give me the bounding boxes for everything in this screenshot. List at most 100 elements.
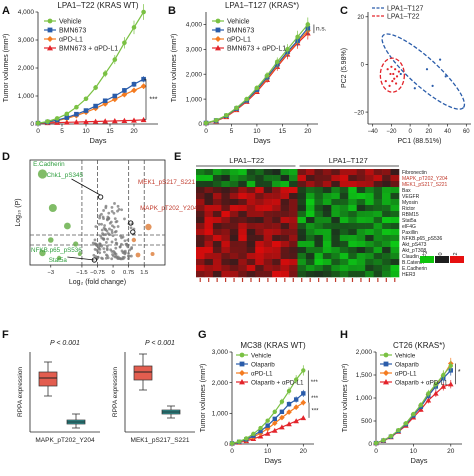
- heatmap-cell-e: [289, 229, 298, 236]
- labelled-point-d: [130, 229, 136, 235]
- heatmap-cell-e: [221, 259, 231, 266]
- data-point-a: [93, 103, 98, 109]
- y-axis-title-h: Tumor volumes (mm³): [342, 364, 349, 433]
- heatmap-row-label-e: MEK1_pS217_S221: [402, 182, 448, 188]
- data-point-g: [264, 430, 271, 436]
- heatmap-cell-e: [348, 271, 358, 278]
- heatmap-cell-e: [229, 175, 239, 182]
- color-scale-label-e: −2: [423, 251, 429, 257]
- x-tick-label-h: 20: [447, 448, 455, 455]
- heatmap-cell-e: [196, 247, 205, 254]
- data-point-d: [127, 254, 131, 258]
- heatmap-cell-e: [339, 175, 349, 182]
- data-point-d: [110, 250, 114, 253]
- heatmap-cell-e: [246, 247, 256, 254]
- data-point-g: [244, 436, 249, 441]
- heatmap-cell-e: [212, 247, 222, 254]
- x-tick-label-a: 0: [36, 128, 40, 135]
- legend-label-a: αPD-L1: [59, 36, 83, 43]
- data-point-g: [286, 421, 292, 427]
- heatmap-cell-e: [382, 253, 391, 260]
- heatmap-cell-e: [212, 175, 222, 182]
- data-point-g: [286, 409, 292, 415]
- heatmap-cell-e: [305, 199, 315, 206]
- heatmap-row-label-e: Bax: [402, 188, 411, 194]
- data-point-a: [35, 120, 41, 126]
- x-tick-label-g: 10: [264, 448, 272, 455]
- heatmap-cell-e: [263, 235, 273, 242]
- chart-title-b: LPA1–T127 (KRAS*): [225, 1, 299, 10]
- data-point-d: [94, 225, 98, 228]
- data-point-d: [105, 244, 109, 248]
- heatmap-cell-e: [221, 193, 231, 200]
- heatmap-cell-e: [331, 241, 341, 248]
- legend-marker-g: [239, 379, 245, 385]
- heatmap-cell-e: [238, 241, 248, 248]
- heatmap-cell-e: [280, 181, 290, 188]
- heatmap-cell-e: [212, 241, 222, 248]
- heatmap-cell-e: [221, 175, 231, 182]
- heatmap-cell-e: [322, 187, 332, 194]
- data-point-g: [265, 423, 270, 428]
- heatmap-cell-e: [382, 169, 391, 176]
- heatmap-cell-e: [221, 187, 231, 194]
- legend-marker-b: [215, 27, 221, 33]
- heatmap-cell-e: [331, 199, 341, 206]
- data-point-d: [99, 234, 103, 238]
- heatmap-cell-e: [339, 181, 349, 188]
- data-point-b: [305, 22, 311, 27]
- heatmap-cell-e: [322, 247, 332, 254]
- data-point-d: [127, 251, 130, 255]
- heatmap-cell-e: [238, 199, 248, 206]
- heatmap-row-label-e: E.Cadherin: [402, 266, 427, 272]
- x-tick-label-b: 20: [304, 128, 312, 135]
- y-axis-title-d: Log₁₀ (P): [15, 198, 22, 226]
- heatmap-cell-e: [322, 181, 332, 188]
- panel-letter-h: H: [340, 329, 348, 341]
- heatmap-cell-e: [221, 247, 231, 254]
- heatmap-cell-e: [339, 217, 349, 224]
- data-point-d: [100, 212, 103, 216]
- heatmap-row-label-e: NFKB.p65_pS536: [402, 236, 443, 242]
- data-point-a: [73, 119, 80, 125]
- data-point-h: [441, 372, 446, 378]
- heatmap-cell-e: [314, 265, 324, 272]
- heatmap-cell-e: [204, 241, 214, 248]
- heatmap-cell-e: [390, 265, 400, 272]
- heatmap-cell-e: [339, 187, 349, 194]
- significant-point-d: [47, 237, 54, 243]
- heatmap-cell-e: [331, 187, 341, 194]
- heatmap-cell-e: [272, 241, 281, 248]
- heatmap-cell-e: [365, 223, 374, 230]
- data-point-g: [293, 404, 299, 410]
- data-point-a: [141, 9, 146, 15]
- heatmap-cell-e: [365, 217, 374, 224]
- data-point-d: [100, 222, 103, 226]
- heatmap-cell-e: [255, 187, 264, 194]
- heatmap-cell-e: [373, 205, 383, 212]
- heatmap-cell-e: [331, 253, 341, 260]
- panel-letter-c: C: [340, 5, 348, 17]
- heatmap-cell-e: [339, 169, 349, 176]
- data-point-d: [103, 224, 106, 227]
- heatmap-cell-e: [382, 271, 391, 278]
- heatmap-cell-e: [255, 169, 264, 176]
- heatmap-cell-e: [212, 193, 222, 200]
- heatmap-cell-e: [305, 169, 315, 176]
- heatmap-cell-e: [238, 265, 248, 272]
- x-tick-label-d: −1.5: [76, 270, 87, 276]
- heatmap-cell-e: [204, 217, 214, 224]
- point-label-d: NFKB.p65_pS536: [31, 247, 82, 254]
- x-tick-label-c: 60: [463, 129, 470, 135]
- heatmap-cell-e: [263, 241, 273, 248]
- heatmap-cell-e: [331, 247, 341, 254]
- heatmap-cell-e: [246, 229, 256, 236]
- heatmap-cell-e: [356, 181, 366, 188]
- heatmap-cell-e: [221, 223, 231, 230]
- heatmap-cell-e: [204, 271, 214, 278]
- legend-label-b: BMN673 + αPD-L1: [227, 45, 286, 52]
- x-axis-title-d: Log₂ (fold change): [69, 279, 126, 286]
- heatmap-cell-e: [305, 193, 315, 200]
- heatmap-cell-e: [322, 235, 332, 242]
- series-line-g: [231, 392, 304, 444]
